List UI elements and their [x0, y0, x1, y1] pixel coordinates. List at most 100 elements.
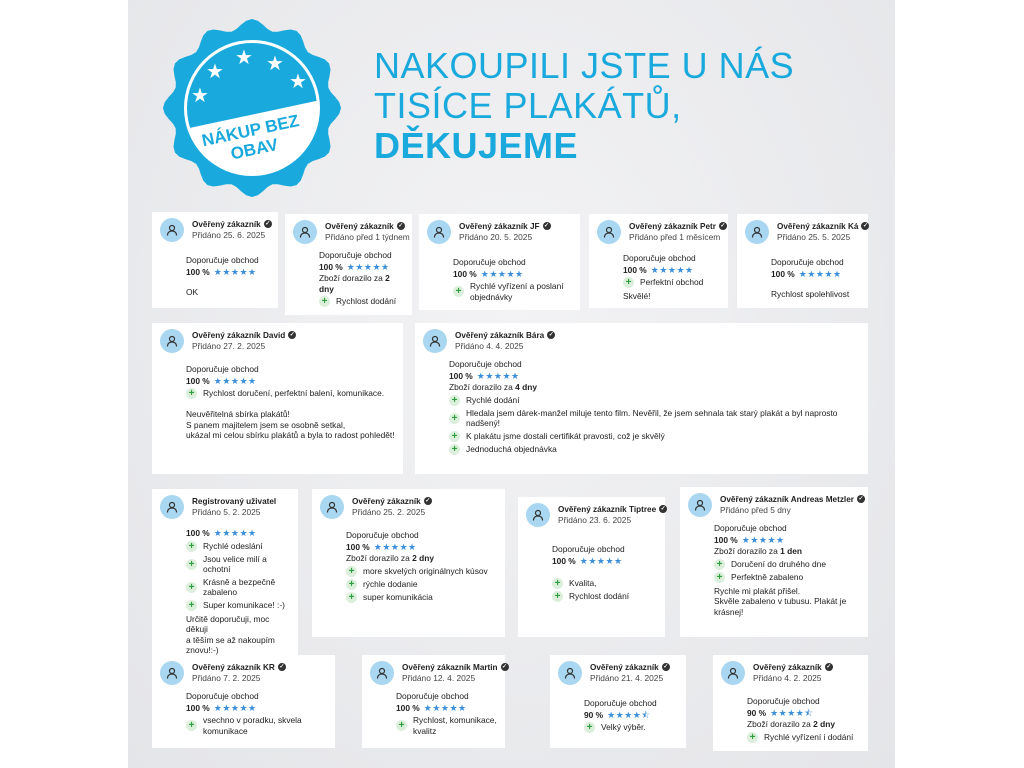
- reviewer-name: Ověřený zákazník David: [192, 330, 286, 340]
- verified-check-icon: ✓: [718, 222, 727, 231]
- review-text: Určitě doporučuji, moc děkuji a těším se …: [186, 614, 290, 656]
- pro-item: + vsechno v poradku, skvela komunikace: [186, 715, 327, 736]
- recommend-label: Doporučuje obchod: [449, 359, 522, 369]
- rating-percent: 100 %: [623, 264, 647, 275]
- plus-icon: +: [346, 565, 357, 577]
- rating-percent: 100 %: [552, 555, 576, 566]
- verified-check-icon: ✓: [861, 222, 870, 231]
- review-text-line: Neuvěřitelná sbírka plakátů!: [186, 409, 290, 419]
- plus-icon: +: [449, 394, 460, 406]
- review-date: Přidáno 12. 4. 2025: [402, 673, 476, 683]
- review-text-line: Rychlost spolehlivost: [771, 289, 850, 299]
- pro-text: more skvelých originálnych kúsov: [363, 565, 488, 576]
- rating-stars: ★★★★★: [373, 541, 417, 552]
- pro-text: Kvalita,: [569, 578, 597, 589]
- pro-item: + Rychlé vyřízení a poslaní objednávky: [453, 281, 572, 302]
- rating-stars: ★★★★★: [213, 702, 257, 713]
- pro-text: Velký výběr.: [601, 722, 646, 733]
- plus-icon: +: [186, 540, 197, 552]
- review-card: Ověřený zákazník Petr ✓ Přidáno před 1 měs…: [589, 214, 728, 308]
- rating-stars: ★★★★★: [213, 375, 257, 386]
- avatar-user-icon: [721, 661, 745, 685]
- review-header: Ověřený zákazník ✓ Přidáno 25. 6. 2025: [160, 218, 272, 242]
- review-body: Doporučuje obchod 100 % ★★★★★ Zboží dorazil…: [320, 525, 497, 603]
- reviewer-info: Ověřený zákazník Martin ✓ Přidáno 12. 4. 2…: [402, 663, 509, 684]
- review-card: Ověřený zákazník KR ✓ Přidáno 7. 2. 2025 Do…: [152, 655, 335, 748]
- delivery-time: 2 dny: [412, 553, 434, 563]
- review-body: Doporučuje obchod 100 % ★★★★★ OK: [160, 248, 270, 298]
- rating-row: 100 % ★★★★★: [346, 542, 497, 553]
- review-date: Přidáno 25. 2. 2025: [352, 507, 426, 517]
- recommend-label: Doporučuje obchod: [186, 255, 259, 265]
- plus-icon: +: [186, 558, 197, 570]
- rating-row: 100 % ★★★★★: [396, 703, 497, 714]
- rating-row: 100 % ★★★★★: [186, 703, 327, 714]
- rating-row: 100 % ★★★★★: [714, 535, 860, 546]
- review-date: Přidáno 25. 5. 2025: [777, 232, 851, 242]
- rating-row: 90 % ★★★★⯪: [747, 708, 860, 719]
- rating-row: 100 % ★★★★★: [453, 269, 572, 280]
- rating-stars: ★★★★★: [346, 261, 390, 272]
- rating-row: 100 % ★★★★★: [552, 556, 657, 567]
- nakup-bez-obav-badge: ★★★ ★★ NÁKUP BEZ OBAV: [163, 19, 341, 197]
- rating-row: 100 % ★★★★★: [449, 371, 860, 382]
- reviewer-name-line: Ověřený zákazník ✓: [590, 663, 670, 674]
- pro-item: + Perfektní obchod: [623, 277, 720, 288]
- review-text-line: Skvělé!: [623, 291, 651, 301]
- reviewer-name-line: Ověřený zákazník Petr ✓: [629, 222, 727, 233]
- verified-check-icon: ✓: [277, 663, 286, 672]
- headline-line-3: DĚKUJEME: [374, 125, 579, 166]
- review-body: Doporučuje obchod 100 % ★★★★★ Rychlost spol…: [745, 250, 860, 300]
- plus-icon: +: [319, 296, 330, 307]
- delivery-time: 2 dny: [319, 273, 390, 294]
- reviewer-name: Ověřený zákazník Bára: [455, 330, 545, 340]
- reviewer-name-line: Ověřený zákazník ✓: [192, 220, 272, 231]
- svg-text:★: ★: [266, 53, 284, 75]
- delivery-info: Zboží dorazilo za 2 dny: [319, 273, 404, 294]
- delivery-info: Zboží dorazilo za 1 den: [714, 546, 860, 557]
- review-date: Přidáno před 1 měsícem: [629, 232, 721, 242]
- pro-item: + K plakátu jsme dostali certifikát pravo…: [449, 430, 860, 442]
- review-header: Ověřený zákazník ✓ Přidáno před 1 týdnem: [293, 220, 410, 244]
- review-date: Přidáno 7. 2. 2025: [192, 673, 261, 683]
- review-text-line: S panem majitelem jsem se osobně setkal,: [186, 419, 346, 430]
- avatar-user-icon: [370, 661, 394, 685]
- rating-stars: ★★★★★: [476, 370, 520, 381]
- verified-check-icon: ✓: [423, 497, 432, 506]
- pro-text: Perfektní obchod: [640, 277, 704, 288]
- rating-stars: ★★★★★: [213, 528, 257, 538]
- review-header: Ověřený zákazník ✓ Přidáno 25. 2. 2025: [320, 495, 497, 519]
- reviewer-name: Ověřený zákazník Petr: [629, 221, 716, 231]
- rating-row: 100 % ★★★★★: [186, 376, 395, 387]
- plus-icon: +: [186, 388, 197, 399]
- pro-text: Hledala jsem dárek-manžel miluje tento f…: [466, 407, 838, 429]
- avatar-user-icon: [160, 218, 184, 242]
- verified-check-icon: ✓: [547, 331, 556, 340]
- pro-item: + Jsou velice milí a ochotní: [186, 554, 290, 575]
- avatar-user-icon: [160, 495, 184, 519]
- plus-icon: +: [552, 578, 563, 589]
- review-text-line: ukázal mi celou sbírku plakátů a byla to…: [186, 430, 395, 440]
- reviewer-info: Ověřený zákazník KR ✓ Přidáno 7. 2. 2025: [192, 663, 286, 684]
- review-header: Ověřený zákazník ✓ Přidáno 4. 2. 2025: [721, 661, 860, 685]
- plus-icon: +: [453, 286, 464, 297]
- review-date: Přidáno 5. 2. 2025: [192, 507, 261, 517]
- review-text-line: Skvěle zabaleno v tubusu. Plakát je krás…: [714, 596, 847, 617]
- review-body: Doporučuje obchod 100 % ★★★★★ Zboží dorazil…: [688, 523, 860, 617]
- pro-text: Jednoduchá objednávka: [466, 443, 557, 454]
- reviewer-name: Ověřený zákazník KR: [192, 662, 275, 672]
- review-date: Přidáno 4. 2. 2025: [753, 673, 822, 683]
- reviewer-name: Ověřený zákazník: [590, 662, 659, 672]
- star-icons: ★★★ ★★: [191, 47, 307, 107]
- rating-row: 100 % ★★★★★: [186, 267, 270, 278]
- plus-icon: +: [747, 731, 758, 743]
- delivery-label: Zboží dorazilo za: [747, 719, 814, 729]
- plus-icon: +: [714, 558, 725, 570]
- pro-item: + rýchle dodanie: [346, 578, 497, 590]
- reviewer-name: Ověřený zákazník: [753, 662, 822, 672]
- rating-stars: ★★★★⯪: [607, 709, 651, 720]
- rating-stars: ★★★★★: [213, 266, 257, 277]
- pro-item: + Super komunikace! :-): [186, 599, 290, 611]
- headline-line-1: NAKOUPILI JSTE U NÁS: [374, 45, 795, 86]
- delivery-time: 2 dny: [813, 719, 835, 729]
